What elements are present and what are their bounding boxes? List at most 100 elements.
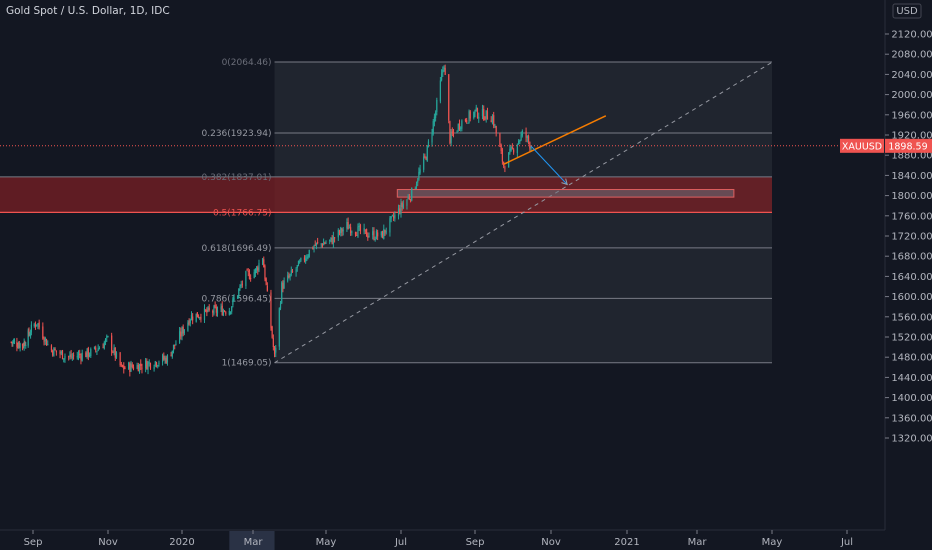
fib-level-label: 0.786(1596.45) <box>202 294 272 304</box>
candle-body <box>137 364 139 372</box>
candle-body <box>520 134 522 141</box>
candle-body <box>490 120 492 123</box>
candle-body <box>408 197 410 199</box>
candle-body <box>96 350 98 352</box>
candle-body <box>407 196 409 200</box>
candle-body <box>374 239 376 241</box>
candle-body <box>132 366 135 370</box>
candle-body <box>464 119 467 122</box>
candle-body <box>205 309 207 311</box>
candle-body <box>115 352 118 358</box>
candle-body <box>425 157 427 160</box>
candle-body <box>448 74 450 121</box>
candle-body <box>119 352 121 366</box>
candle-body <box>155 362 158 366</box>
candle-body <box>399 208 401 214</box>
y-tick-label: 1960.00 <box>891 110 932 121</box>
candle-body <box>306 257 308 259</box>
y-tick-label: 2120.00 <box>891 30 932 41</box>
candle-body <box>59 351 61 354</box>
candle-body <box>521 130 523 136</box>
candle-body <box>384 229 386 233</box>
candle-body <box>187 322 189 331</box>
candle-body <box>321 243 324 247</box>
candle-body <box>261 258 264 265</box>
candle-body <box>113 347 115 353</box>
candle-body <box>50 345 53 351</box>
candle-body <box>414 187 416 189</box>
price-axis[interactable] <box>885 0 932 550</box>
candle-body <box>476 108 479 118</box>
candle-body <box>270 292 272 328</box>
candle-body <box>123 365 125 370</box>
candle-body <box>486 111 489 120</box>
candle-body <box>195 313 197 322</box>
candle-body <box>18 342 20 348</box>
symbol-pill-label: XAUUSD <box>842 141 882 152</box>
dashed-trend-line <box>274 61 773 364</box>
candle-body <box>332 236 334 244</box>
candle-body <box>296 265 298 269</box>
candle-body <box>314 244 316 246</box>
candle-body <box>102 347 104 349</box>
candle-body <box>325 242 327 244</box>
candle-body <box>206 309 208 313</box>
y-tick-label: 2000.00 <box>891 90 932 101</box>
candle-body <box>121 365 124 367</box>
candle-body <box>103 342 105 349</box>
candle-body <box>469 111 471 119</box>
x-tick-label: 2020 <box>169 537 194 548</box>
candle-body <box>192 316 194 321</box>
candle-body <box>423 156 425 170</box>
y-tick-label: 2080.00 <box>891 50 932 61</box>
candle-body <box>525 131 527 138</box>
candle-body <box>237 295 239 299</box>
candle-body <box>417 180 419 183</box>
candle-body <box>273 346 276 354</box>
candle-body <box>87 347 89 357</box>
candle-body <box>258 263 260 271</box>
candle-body <box>257 267 259 271</box>
candle-body <box>97 348 99 351</box>
candle-body <box>323 242 325 246</box>
candle-body <box>391 215 393 217</box>
target-box <box>396 189 735 198</box>
y-tick-label: 1320.00 <box>891 434 932 445</box>
candle-body <box>174 344 176 346</box>
candle-body <box>385 231 387 233</box>
candle-body <box>172 344 175 352</box>
candle-body <box>330 237 332 240</box>
candle-body <box>53 347 55 357</box>
y-tick-label: 1800.00 <box>891 191 932 202</box>
candle-body <box>383 228 385 239</box>
fib-level-label: 0.236(1923.94) <box>202 129 272 139</box>
candle-body <box>70 353 72 358</box>
candle-body <box>69 355 71 357</box>
candle-body <box>63 358 65 360</box>
currency-selector[interactable] <box>892 3 922 19</box>
y-tick-label: 1720.00 <box>891 232 932 243</box>
candle-body <box>225 312 227 314</box>
candle-body <box>245 271 247 287</box>
candle-body <box>337 229 339 238</box>
candle-body <box>248 272 251 279</box>
candle-body <box>356 234 358 236</box>
candle-body <box>297 261 300 267</box>
candle-body <box>124 368 126 370</box>
candle-body <box>22 344 24 348</box>
candle-body <box>406 199 408 206</box>
candle-body <box>435 112 437 118</box>
candle-body <box>473 111 475 118</box>
candle-body <box>436 99 438 113</box>
candle-body <box>30 324 32 333</box>
candle-body <box>263 259 265 268</box>
fib-level-label: 0.618(1696.49) <box>202 244 272 254</box>
candle-body <box>373 230 375 240</box>
candle-body <box>424 155 426 157</box>
candle-body <box>338 230 341 234</box>
candle-body <box>45 339 48 346</box>
candle-body <box>208 307 210 311</box>
candle-body <box>203 308 206 320</box>
candle-body <box>499 133 501 147</box>
